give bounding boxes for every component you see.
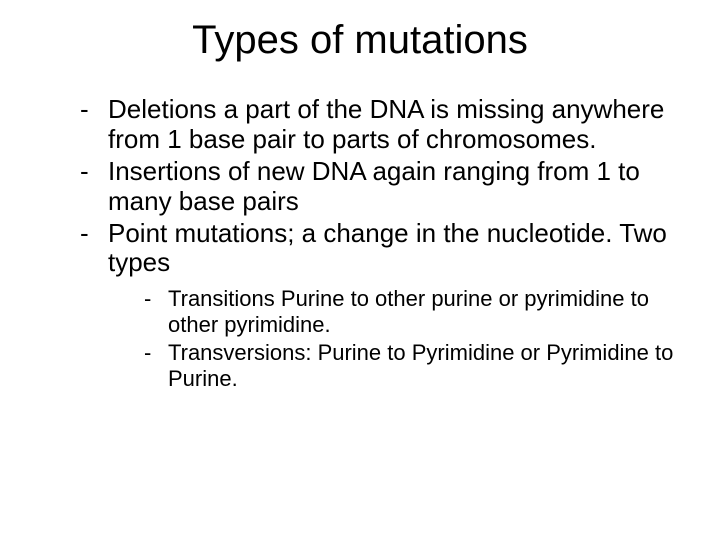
list-item: Insertions of new DNA again ranging from… xyxy=(80,157,680,217)
bullet-text: Point mutations; a change in the nucleot… xyxy=(108,218,667,278)
bullet-text: Insertions of new DNA again ranging from… xyxy=(108,156,640,216)
bullet-text: Transitions Purine to other purine or py… xyxy=(168,286,649,337)
slide: Types of mutations Deletions a part of t… xyxy=(0,0,720,540)
bullet-text: Transversions: Purine to Pyrimidine or P… xyxy=(168,340,673,391)
list-item: Point mutations; a change in the nucleot… xyxy=(80,219,680,393)
bullet-text: Deletions a part of the DNA is missing a… xyxy=(108,94,664,154)
list-item: Deletions a part of the DNA is missing a… xyxy=(80,95,680,155)
list-item: Transversions: Purine to Pyrimidine or P… xyxy=(144,340,680,392)
bullet-list-level1: Deletions a part of the DNA is missing a… xyxy=(40,95,680,392)
slide-title: Types of mutations xyxy=(40,18,680,63)
list-item: Transitions Purine to other purine or py… xyxy=(144,286,680,338)
bullet-list-level2: Transitions Purine to other purine or py… xyxy=(108,286,680,392)
